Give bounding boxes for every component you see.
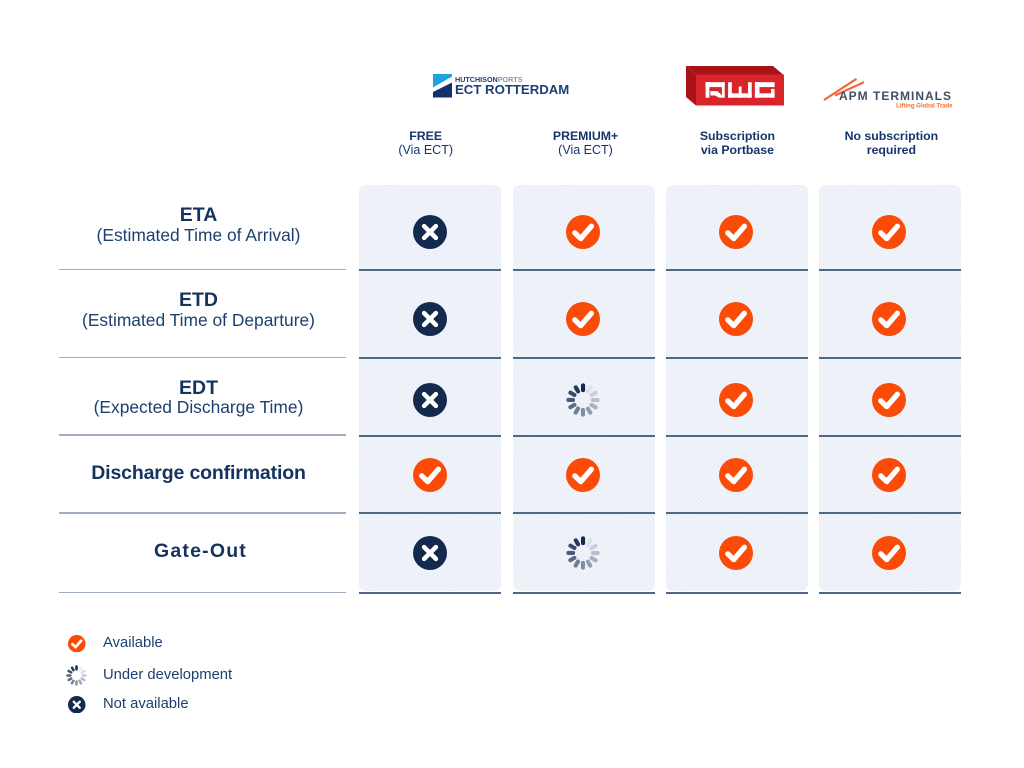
- svg-text:Lifting Global Trade: Lifting Global Trade: [896, 104, 953, 110]
- svg-text:APM TERMINALS: APM TERMINALS: [839, 89, 952, 103]
